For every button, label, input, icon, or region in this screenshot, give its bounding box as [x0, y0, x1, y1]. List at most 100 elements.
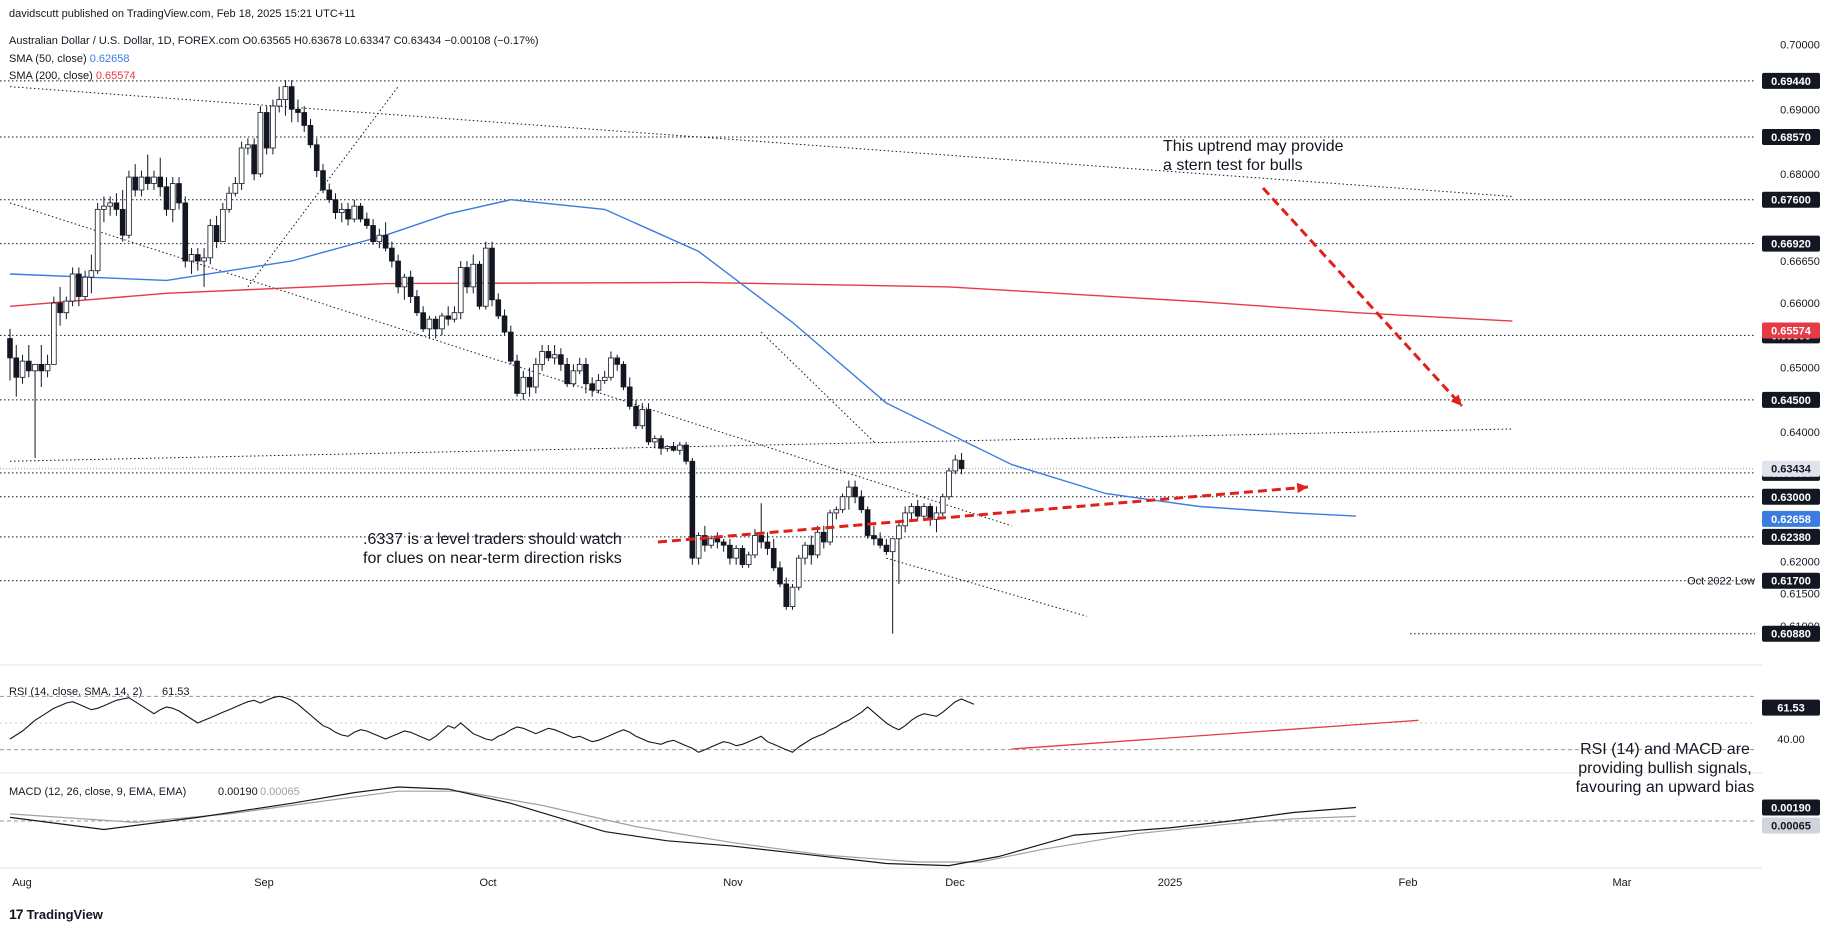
- price-tick-label: 0.66000: [1780, 298, 1820, 310]
- candle-body: [257, 112, 264, 175]
- candle-body: [370, 225, 376, 243]
- price-tick-label: 0.64000: [1780, 427, 1820, 439]
- candle-body: [82, 276, 88, 297]
- candle-body: [833, 509, 840, 514]
- time-tick-label: Sep: [254, 877, 274, 889]
- candles: [7, 80, 965, 634]
- candle-body: [858, 496, 865, 511]
- candle-body: [789, 586, 796, 607]
- candle-body: [814, 531, 821, 556]
- candle-body: [288, 86, 295, 110]
- candle-body: [7, 338, 13, 359]
- published-line: davidscutt published on TradingView.com,…: [9, 8, 356, 20]
- candle-body: [551, 354, 558, 359]
- indicator-note-line: providing bullish signals,: [1578, 760, 1752, 777]
- candle-body: [777, 567, 783, 585]
- macd-legend-value: 0.00190: [218, 786, 258, 798]
- candle-body: [69, 273, 76, 302]
- candle-body: [520, 376, 527, 394]
- candle-body: [332, 199, 339, 214]
- candle-body: [376, 234, 383, 243]
- candle-body: [163, 186, 170, 210]
- indicator-note: RSI (14) and MACD are providing bullish …: [1562, 740, 1768, 797]
- candle-body: [877, 538, 883, 546]
- trend-line: [9, 86, 1513, 197]
- candle-body: [301, 112, 308, 126]
- time-axis: Aug Sep Oct Nov Dec 2025 Feb Mar: [12, 877, 1632, 889]
- price-level-tag: [1762, 129, 1820, 146]
- candle-body: [245, 144, 251, 149]
- signal-legend-value: 0.00065: [260, 786, 300, 798]
- uptrend-note-line: a stern test for bulls: [1163, 157, 1303, 174]
- candle-body: [489, 247, 495, 301]
- candle-body: [194, 254, 201, 262]
- candle-body: [871, 535, 877, 540]
- candle-body: [533, 363, 539, 388]
- candle-body: [677, 444, 683, 451]
- candle-body: [395, 260, 401, 288]
- price-level-label: 0.60880: [1771, 629, 1811, 641]
- candle-body: [501, 315, 508, 333]
- candle-body: [251, 144, 257, 175]
- level-note: .6337 is a level traders should watch fo…: [363, 530, 622, 568]
- candle-body: [727, 544, 733, 559]
- rsi-legend-value: 61.53: [162, 686, 190, 698]
- candle-body: [220, 208, 226, 243]
- candle-body: [958, 459, 965, 470]
- candle-body: [157, 176, 164, 188]
- candle-body: [432, 318, 439, 330]
- trend-line: [9, 202, 1012, 527]
- time-tick-label: Oct: [479, 877, 496, 889]
- macd-value-tag: [1762, 799, 1820, 816]
- value-tag-label: 0.65574: [1771, 326, 1812, 338]
- candle-body: [420, 312, 426, 330]
- candle-body: [889, 538, 896, 553]
- candle-body: [952, 459, 959, 472]
- price-level-label: 0.67600: [1771, 195, 1811, 207]
- price-level-tag: [1762, 72, 1820, 89]
- candle-body: [76, 273, 82, 297]
- uptrend-arrow-head: [1450, 394, 1462, 406]
- candle-body: [495, 299, 502, 317]
- candle-body: [576, 363, 583, 372]
- candle-body: [514, 360, 520, 394]
- value-tag-label: 0.62658: [1771, 514, 1811, 526]
- candle-body: [595, 380, 602, 391]
- candle-body: [658, 438, 664, 449]
- uptrend-note: This uptrend may provide a stern test fo…: [1163, 137, 1344, 175]
- time-tick-label: Dec: [945, 877, 965, 889]
- candle-body: [282, 86, 289, 100]
- level-lines: [0, 80, 1762, 869]
- candle-body: [470, 263, 477, 288]
- candle-body: [270, 105, 276, 149]
- candle-body: [526, 376, 533, 388]
- sma50-value: 0.62658: [89, 53, 130, 65]
- candle-body: [351, 205, 358, 220]
- candle-body: [295, 108, 301, 113]
- candle-body: [808, 544, 815, 556]
- candle-body: [113, 202, 120, 210]
- candle-body: [564, 363, 570, 385]
- price-axis: 0.694400.685700.676000.669200.655000.645…: [1687, 40, 1820, 642]
- candle-body: [695, 535, 702, 559]
- price-level-label: 0.61700: [1771, 576, 1811, 588]
- level-arrow-head: [1296, 482, 1308, 494]
- price-level-tag: [1762, 625, 1820, 642]
- candle-body: [745, 554, 752, 565]
- candle-body: [482, 247, 489, 307]
- price-level-note: Oct 2022 Low: [1687, 576, 1755, 588]
- candle-body: [645, 409, 652, 443]
- candle-body: [169, 183, 176, 210]
- rsi-line: [9, 695, 975, 753]
- candle-body: [313, 144, 320, 172]
- candle-body: [507, 331, 514, 362]
- signal-value-tag: [1762, 817, 1820, 834]
- rsi-value-tag: [1762, 699, 1820, 716]
- candle-body: [88, 270, 95, 278]
- uptrend-arrow: [1261, 186, 1464, 408]
- tradingview-logo[interactable]: 17 TradingView: [9, 906, 103, 922]
- moving-averages: [9, 198, 1513, 517]
- candle-body: [852, 486, 858, 498]
- candle-body: [51, 302, 57, 365]
- candle-body: [320, 170, 326, 191]
